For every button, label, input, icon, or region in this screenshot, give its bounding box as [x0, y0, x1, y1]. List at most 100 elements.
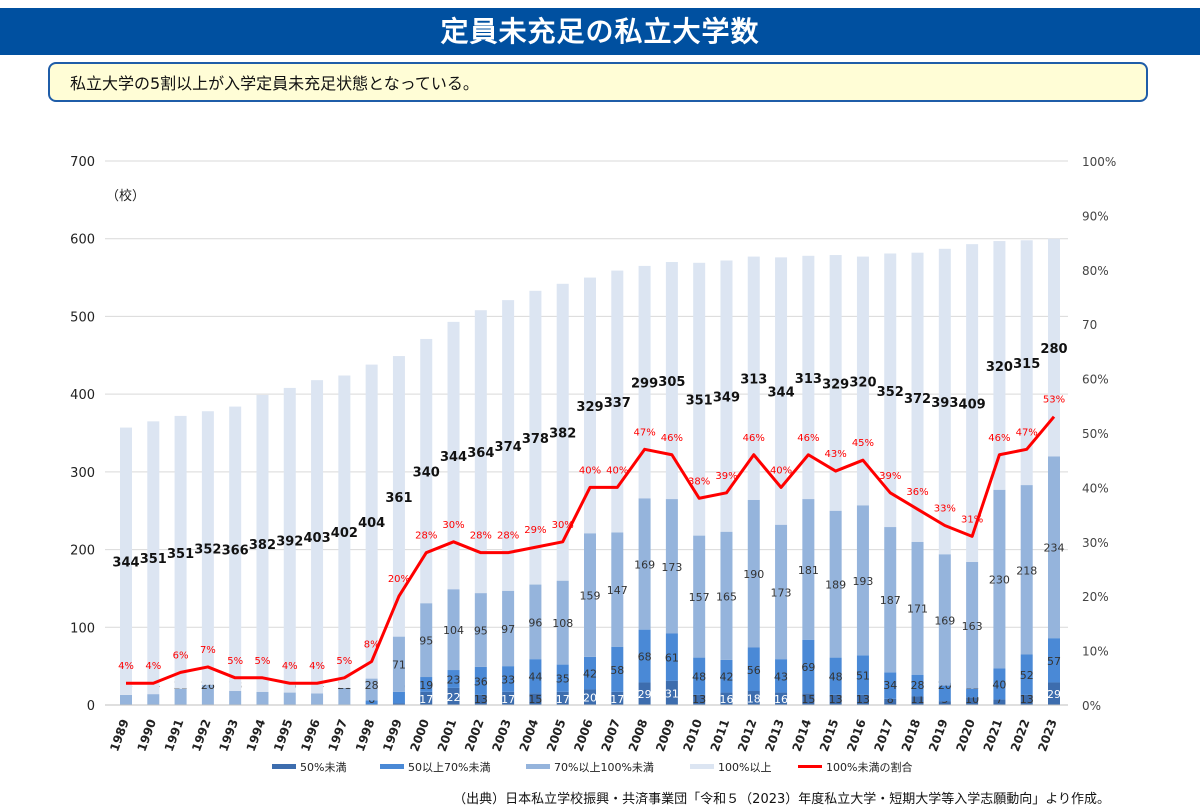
y-tick-label: 300	[70, 466, 95, 481]
data-label: 96	[528, 616, 542, 629]
data-label: 58	[610, 664, 624, 677]
y2-tick-label: 50%	[1082, 427, 1109, 441]
data-label: 163	[962, 620, 983, 633]
bar-3	[283, 387, 296, 693]
data-label: 337	[604, 396, 631, 411]
bar-1	[884, 672, 897, 699]
y-tick-label: 400	[70, 388, 95, 403]
ratio-label: 47%	[633, 427, 655, 438]
bar-2	[775, 524, 788, 660]
y2-tick-label: 0%	[1082, 699, 1101, 713]
data-label: 33	[501, 673, 515, 686]
bar-1	[638, 629, 651, 683]
ratio-label: 46%	[661, 433, 683, 444]
legend-label: 50以上70%未満	[408, 761, 490, 774]
data-label: 13	[692, 693, 706, 706]
bar-0	[474, 694, 487, 705]
bar-2	[884, 527, 897, 673]
y-tick-label: 200	[70, 544, 95, 559]
data-label: 68	[638, 651, 652, 664]
bar-2	[829, 510, 842, 658]
bar-2	[447, 589, 460, 671]
bar-3	[256, 394, 269, 692]
bar-3	[993, 241, 1006, 490]
y-axis-label: （校）	[106, 188, 145, 204]
data-label: 29	[638, 688, 652, 701]
y-tick-label: 600	[70, 233, 95, 248]
y2-tick-label: 80%	[1082, 264, 1109, 278]
data-label: 403	[303, 531, 330, 546]
ratio-label: 4%	[282, 661, 298, 672]
data-label: 17	[556, 693, 570, 706]
data-label: 23	[447, 673, 461, 686]
data-label: 48	[829, 671, 843, 684]
ratio-label: 4%	[118, 661, 134, 672]
bar-3	[120, 427, 132, 695]
data-label: 22	[447, 691, 461, 704]
data-label: 42	[583, 668, 597, 681]
x-tick-label: 1994	[244, 717, 269, 753]
data-label: 305	[658, 375, 685, 390]
data-label: 393	[931, 396, 958, 411]
data-label: 35	[556, 673, 570, 686]
bar-2	[338, 687, 351, 705]
y-tick-label: 500	[70, 310, 95, 325]
data-label: 352	[194, 543, 221, 558]
bar-3	[1048, 238, 1060, 457]
x-tick-label: 2020	[953, 717, 978, 753]
bar-0	[693, 694, 706, 705]
data-label: 299	[631, 377, 658, 392]
x-tick-label: 1991	[162, 717, 187, 753]
legend-swatch	[690, 764, 714, 769]
data-label: 16	[774, 693, 788, 706]
data-label: 95	[419, 635, 433, 648]
data-label: 374	[495, 440, 522, 455]
bar-2	[747, 499, 760, 648]
bar-0	[747, 691, 760, 705]
data-label: 382	[249, 538, 276, 553]
bar-1	[447, 670, 460, 688]
bar-3	[529, 290, 542, 585]
bar-3	[584, 277, 596, 534]
bar-3	[311, 380, 324, 694]
legend-swatch	[272, 764, 296, 769]
data-label: 97	[501, 623, 515, 636]
ratio-line	[126, 415, 1056, 685]
data-label: 320	[986, 360, 1013, 375]
ratio-label: 40%	[606, 465, 628, 476]
data-label: 157	[689, 591, 710, 604]
bar-2	[966, 562, 979, 689]
legend-label: 50%未満	[300, 761, 346, 774]
data-label: 56	[747, 664, 761, 677]
bar-3	[720, 260, 733, 532]
x-tick-label: 2004	[517, 717, 542, 753]
data-label: 313	[795, 372, 822, 387]
data-label: 382	[549, 427, 576, 442]
bar-0	[502, 691, 515, 705]
data-label: 320	[849, 375, 876, 390]
data-label: 61	[665, 652, 679, 665]
bar-1	[938, 685, 951, 702]
x-tick-label: 2000	[407, 717, 432, 753]
bar-0	[611, 691, 624, 705]
source-note: （出典）日本私立学校振興・共済事業団「令和５（2023）年度私立大学・短期大学等…	[453, 792, 1110, 807]
x-tick-label: 1999	[380, 717, 405, 753]
bar-1	[392, 691, 405, 704]
bar-3	[829, 255, 842, 511]
ratio-label: 46%	[988, 433, 1010, 444]
bar-2	[584, 533, 596, 657]
x-tick-label: 1998	[353, 717, 378, 753]
ratio-label: 7%	[200, 645, 216, 656]
bar-1	[529, 659, 542, 694]
data-label: 28	[911, 679, 925, 692]
bar-3	[556, 283, 569, 581]
x-tick-label: 2006	[571, 717, 596, 753]
bar-2	[611, 532, 624, 647]
bar-2	[938, 554, 951, 686]
bar-0	[392, 703, 405, 705]
x-tick-label: 2003	[489, 717, 514, 753]
bar-0	[1048, 682, 1060, 705]
data-label: 392	[276, 535, 303, 550]
data-label: 108	[552, 617, 573, 630]
data-label: 189	[825, 579, 846, 592]
